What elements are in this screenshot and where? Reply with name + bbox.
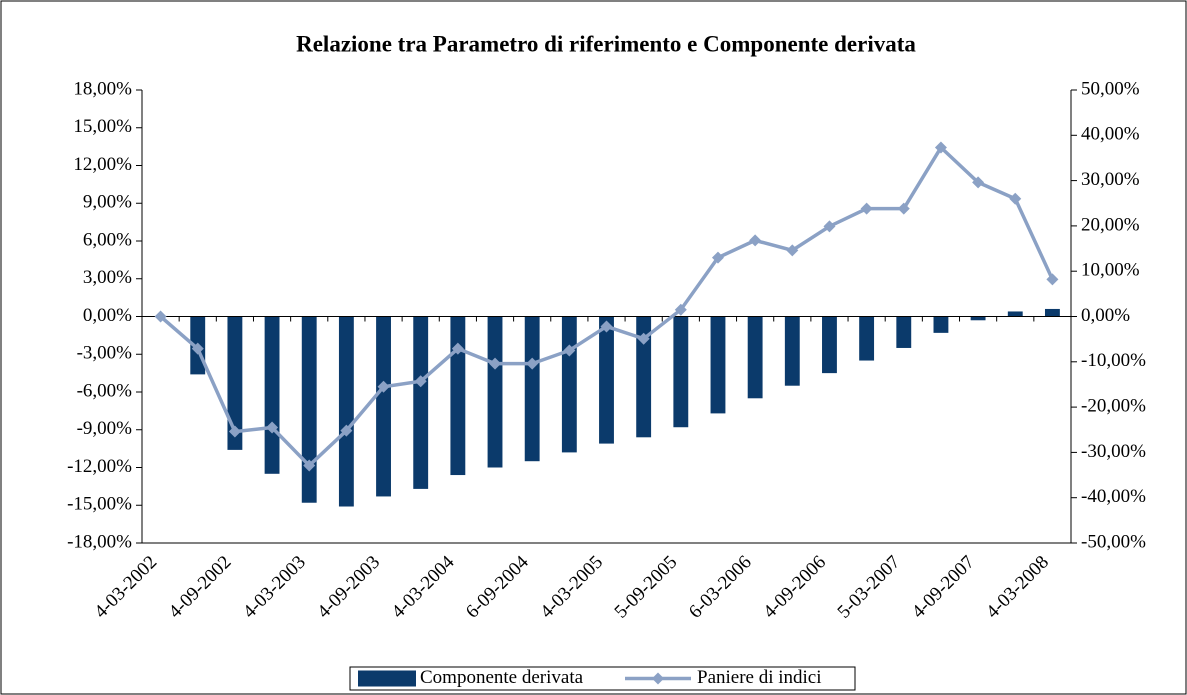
point	[897, 202, 910, 215]
point	[1046, 273, 1059, 286]
point	[451, 342, 464, 355]
legend-label: Paniere di indici	[697, 667, 822, 688]
bar	[599, 316, 614, 444]
y-tick-label: 15,00%	[73, 116, 132, 137]
bar	[561, 316, 577, 453]
y-tick-label: -12,00%	[67, 456, 132, 477]
y2-tick-label: 0,00%	[1081, 305, 1130, 326]
point	[860, 202, 873, 215]
y-tick-label: 3,00%	[83, 267, 132, 288]
y-tick-label: 9,00%	[83, 192, 132, 213]
y-tick-label: -6,00%	[77, 380, 133, 401]
y-tick-label: -3,00%	[77, 343, 133, 364]
y2-tick-label: 10,00%	[1081, 260, 1140, 281]
bar	[1044, 308, 1060, 317]
point	[489, 357, 502, 370]
y2-tick-label: 40,00%	[1081, 124, 1140, 145]
bar	[784, 316, 800, 386]
bar	[896, 316, 912, 348]
bar	[450, 316, 466, 476]
bar	[933, 316, 949, 333]
y-tick-label: -15,00%	[67, 494, 132, 515]
bar	[673, 316, 689, 428]
point	[749, 234, 762, 247]
y-tick-label: 0,00%	[83, 305, 132, 326]
legend-label: Componente derivata	[420, 667, 584, 688]
bar	[1007, 311, 1023, 317]
y-tick-label: 18,00%	[73, 78, 132, 99]
point	[637, 332, 650, 345]
point	[786, 244, 799, 257]
bar	[970, 316, 986, 321]
bar	[710, 316, 726, 414]
point	[563, 344, 576, 357]
point	[266, 421, 279, 434]
point	[191, 342, 204, 355]
point	[972, 176, 985, 189]
bar	[747, 316, 763, 399]
bar	[524, 316, 540, 462]
bar	[636, 316, 652, 438]
point	[674, 303, 687, 316]
point	[600, 320, 613, 333]
point	[154, 310, 167, 323]
legend-marker	[652, 672, 664, 685]
point	[526, 357, 539, 370]
y2-tick-label: -20,00%	[1081, 395, 1146, 416]
point	[303, 459, 316, 472]
point	[823, 220, 836, 233]
bar	[376, 316, 391, 497]
y-tick-label: 6,00%	[83, 229, 132, 250]
legend-swatch	[358, 670, 416, 687]
bar	[338, 316, 354, 507]
bar	[264, 316, 280, 474]
bar	[859, 316, 875, 361]
y-tick-label: 12,00%	[73, 154, 132, 175]
y2-tick-label: 20,00%	[1081, 214, 1140, 235]
y-tick-label: -9,00%	[77, 418, 133, 439]
chart-title: Relazione tra Parametro di riferimento e…	[296, 31, 916, 56]
y2-tick-label: 50,00%	[1081, 78, 1140, 99]
point	[377, 380, 390, 393]
bar	[301, 316, 317, 503]
y2-tick-label: 30,00%	[1081, 169, 1140, 190]
point	[228, 425, 241, 438]
y2-tick-label: -50,00%	[1081, 531, 1146, 552]
point	[711, 251, 724, 264]
point	[1009, 192, 1022, 205]
bar	[227, 316, 243, 450]
y-tick-label: -18,00%	[67, 531, 132, 552]
point	[934, 141, 947, 154]
point	[414, 375, 427, 388]
bar	[487, 316, 503, 468]
y2-tick-label: -10,00%	[1081, 350, 1146, 371]
y2-tick-label: -30,00%	[1081, 441, 1146, 462]
y2-tick-label: -40,00%	[1081, 486, 1146, 507]
bar	[822, 316, 837, 374]
legend-box	[349, 666, 856, 691]
bar	[413, 316, 429, 489]
point	[340, 424, 353, 437]
